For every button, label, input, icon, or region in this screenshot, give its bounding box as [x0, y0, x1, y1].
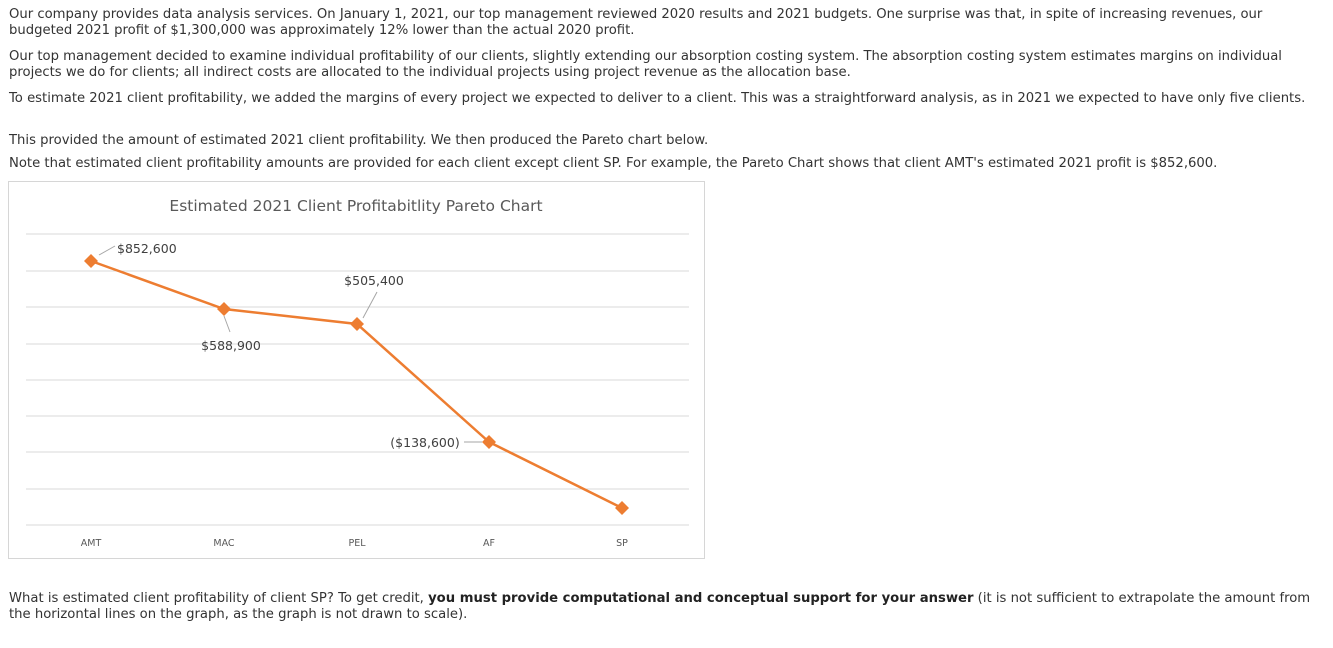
x-tick-label-amt: AMT: [81, 538, 102, 549]
series-line: [90, 259, 623, 510]
question-text-2: (it is not sufficient to extrapolate the…: [9, 591, 1311, 622]
chart-markers: [84, 254, 629, 515]
chart-series: [90, 259, 623, 510]
costing-paragraph: Our top management decided to examine in…: [9, 49, 1282, 80]
pareto-chart: Estimated 2021 Client Profitabitlity Par…: [8, 181, 705, 559]
marker-sp: [615, 501, 629, 515]
pareto-chart-svg: Estimated 2021 Client Profitabitlity Par…: [26, 197, 689, 549]
question-paragraph: What is estimated client profitability o…: [9, 591, 1327, 623]
question-bold-text: you must provide computational and conce…: [428, 591, 974, 606]
x-tick-label-mac: MAC: [213, 538, 235, 549]
x-tick-label-pel: PEL: [348, 538, 366, 549]
note-paragraph: Note that estimated client profitability…: [9, 156, 1218, 171]
marker-af: [482, 435, 496, 449]
method-paragraph: To estimate 2021 client profitability, w…: [9, 91, 1306, 106]
pareto-intro-paragraph: This provided the amount of estimated 20…: [9, 133, 709, 148]
chart-leader-lines: [98, 245, 482, 443]
x-tick-label-sp: SP: [616, 538, 628, 549]
chart-x-axis: AMT MAC PEL AF SP: [81, 538, 628, 549]
x-tick-label-af: AF: [483, 538, 495, 549]
leader-line: [223, 315, 231, 333]
data-label-pel: $505,400: [344, 273, 404, 288]
marker-mac: [217, 302, 231, 316]
marker-pel: [350, 317, 364, 331]
marker-amt: [84, 254, 98, 268]
question-text-1: What is estimated client profitability o…: [9, 591, 429, 606]
leader-line: [362, 291, 378, 319]
chart-gridlines: [26, 233, 689, 526]
chart-title: Estimated 2021 Client Profitabitlity Par…: [169, 197, 542, 215]
data-label-mac: $588,900: [201, 338, 261, 353]
intro-paragraph: Our company provides data analysis servi…: [9, 7, 1263, 38]
chart-data-labels: $852,600 $588,900 $505,400 ($138,600): [117, 241, 460, 450]
data-label-amt: $852,600: [117, 241, 177, 256]
data-label-af: ($138,600): [390, 435, 459, 450]
leader-line: [98, 245, 116, 256]
